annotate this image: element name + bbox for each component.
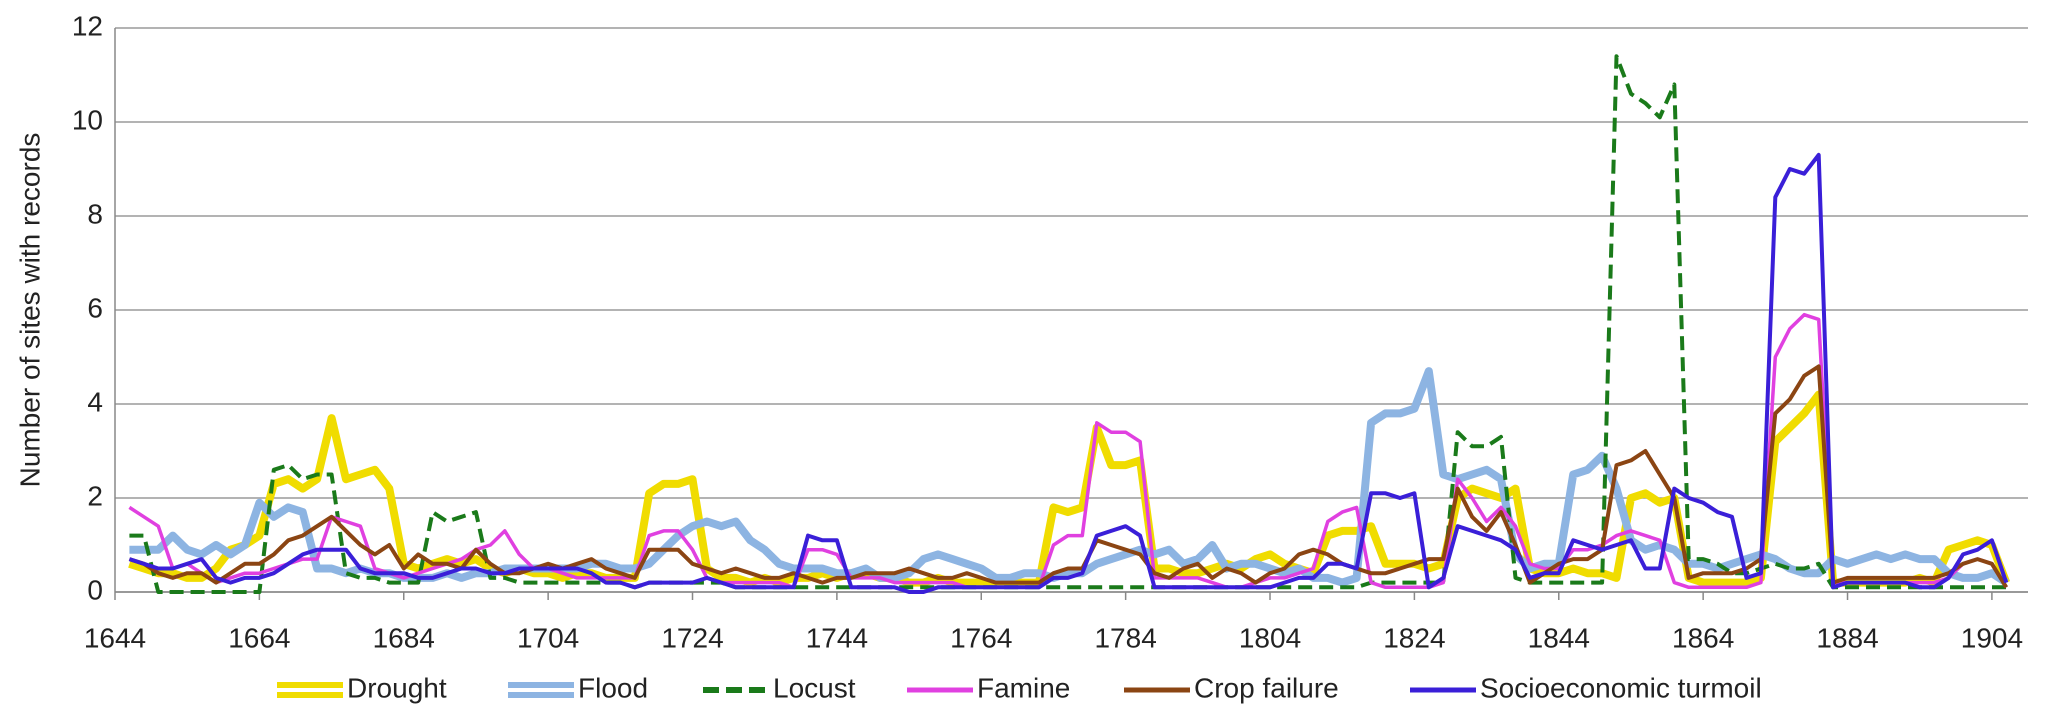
legend-label: Locust	[773, 672, 856, 703]
x-tick-label: 1804	[1239, 622, 1301, 653]
series-line	[128, 152, 2009, 594]
series-line	[128, 364, 2009, 589]
y-tick-label: 0	[87, 574, 103, 605]
x-tick-label: 1644	[84, 622, 146, 653]
x-tick-label: 1904	[1961, 622, 2023, 653]
x-tick-label: 1704	[517, 622, 579, 653]
x-tick-label: 1844	[1528, 622, 1590, 653]
y-tick-label: 12	[72, 10, 103, 41]
x-tick-label: 1884	[1816, 622, 1878, 653]
legend-label: Flood	[578, 672, 648, 703]
series-line	[129, 367, 2009, 587]
x-tick-label: 1684	[373, 622, 435, 653]
x-tick-label: 1824	[1383, 622, 1445, 653]
x-tick-label: 1764	[950, 622, 1012, 653]
series-line	[128, 390, 2011, 587]
series-line	[128, 312, 2008, 590]
legend-label: Crop failure	[1194, 672, 1339, 703]
series-line	[129, 54, 2007, 594]
x-tick-label: 1864	[1672, 622, 1734, 653]
x-tick-label: 1784	[1094, 622, 1156, 653]
x-tick-label: 1724	[661, 622, 723, 653]
x-tick-label: 1664	[228, 622, 290, 653]
y-axis-label: Number of sites with records	[14, 133, 45, 488]
y-tick-label: 4	[87, 386, 103, 417]
legend-label: Drought	[347, 672, 447, 703]
x-tick-label: 1744	[806, 622, 868, 653]
legend-label: Famine	[977, 672, 1070, 703]
y-tick-label: 2	[87, 480, 103, 511]
y-tick-label: 10	[72, 104, 103, 135]
y-tick-label: 8	[87, 198, 103, 229]
legend-label: Socioeconomic turmoil	[1480, 672, 1762, 703]
y-tick-label: 6	[87, 292, 103, 323]
